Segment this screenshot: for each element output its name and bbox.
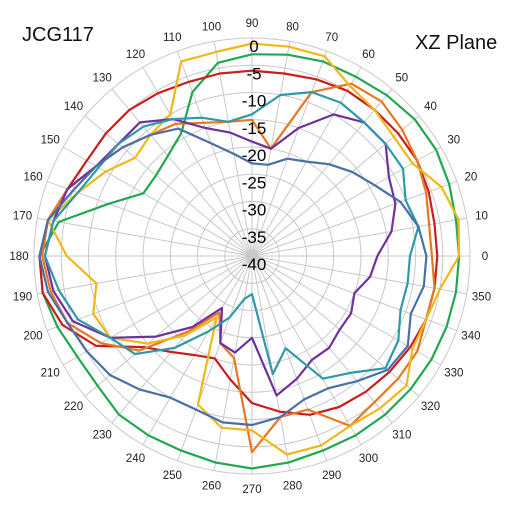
radial-tick-labels: 0 -5 -10 -15 -20 -25 -30 -35 -40 <box>242 37 267 274</box>
grid-spoke <box>176 50 253 257</box>
angle-tick-label: 240 <box>126 453 145 465</box>
angle-tick-label: 270 <box>242 484 261 496</box>
angle-tick-label: 40 <box>424 101 437 113</box>
angle-tick-label: 30 <box>447 135 460 147</box>
radial-tick-label: -30 <box>242 201 267 220</box>
angle-tick-label: 220 <box>64 401 83 413</box>
angle-tick-label: 280 <box>283 481 302 493</box>
grid-spoke <box>46 255 253 332</box>
angle-tick-label: 20 <box>465 171 478 183</box>
chart-subtitle: XZ Plane <box>415 32 498 54</box>
grid-spoke <box>142 255 253 446</box>
grid-spoke <box>46 180 253 257</box>
series-line-6 <box>43 90 420 380</box>
chart-title: JCG117 <box>22 24 94 46</box>
angle-tick-label: 140 <box>64 101 83 113</box>
radial-tick-label: -40 <box>242 255 267 274</box>
grid-spoke <box>251 255 362 446</box>
grid-spoke <box>84 115 253 257</box>
grid-spoke <box>213 255 253 471</box>
grid-spoke <box>37 217 253 257</box>
series-line-7 <box>38 127 428 427</box>
angle-tick-label: 310 <box>392 430 411 442</box>
grid-spoke <box>37 255 253 295</box>
grid-spoke <box>251 255 393 424</box>
angle-tick-label: 260 <box>202 481 221 493</box>
grid-spoke <box>111 88 253 257</box>
angle-tick-label: 150 <box>41 135 60 147</box>
angle-tick-label: 0 <box>482 251 488 263</box>
grid-spoke <box>251 115 420 257</box>
radial-tick-label: -25 <box>242 173 267 192</box>
radial-tick-label: -10 <box>242 92 267 111</box>
angle-tick-label: 120 <box>126 49 145 61</box>
grid-spoke <box>62 146 253 257</box>
angle-tick-label: 160 <box>24 171 43 183</box>
angle-tick-label: 100 <box>202 22 221 34</box>
angle-tick-label: 170 <box>13 211 32 223</box>
angle-tick-label: 200 <box>24 331 43 343</box>
angle-tick-label: 180 <box>9 251 28 263</box>
grid-spoke <box>111 255 253 424</box>
angle-tick-label: 130 <box>93 73 112 85</box>
grid-spoke <box>251 255 467 295</box>
series-line-5 <box>43 113 397 397</box>
angle-tick-label: 10 <box>475 211 488 223</box>
angle-tick-label: 340 <box>461 331 480 343</box>
grid-spoke <box>251 146 442 257</box>
grid-spoke <box>251 217 467 257</box>
angle-tick-label: 190 <box>13 292 32 304</box>
radial-tick-label: -15 <box>242 119 267 138</box>
series-line-4 <box>46 42 461 456</box>
grid-spoke <box>251 88 393 257</box>
grid-spoke <box>251 50 328 257</box>
radial-tick-label: -20 <box>242 146 267 165</box>
angle-tick-label: 70 <box>325 32 338 44</box>
grid-spoke <box>62 255 253 366</box>
angle-tick-label: 60 <box>362 49 375 61</box>
angle-tick-label: 250 <box>163 470 182 482</box>
grid-spoke <box>251 180 458 257</box>
angle-tick-label: 110 <box>163 32 181 44</box>
angle-tick-label: 350 <box>472 292 491 304</box>
angle-tick-label: 210 <box>41 368 60 380</box>
angle-tick-labels: 0 10 20 30 40 50 60 70 80 90 100 110 120 130 140 150 160… <box>9 18 491 496</box>
angle-tick-label: 80 <box>286 22 299 34</box>
radial-tick-label: -35 <box>242 228 267 247</box>
grid-spoke <box>251 255 328 462</box>
grid-spoke <box>84 255 253 397</box>
angle-tick-label: 290 <box>322 470 341 482</box>
grid-spoke <box>251 255 420 397</box>
angle-tick-label: 50 <box>395 73 408 85</box>
angle-tick-label: 300 <box>359 453 378 465</box>
grid-spoke <box>142 66 253 257</box>
angle-tick-label: 230 <box>93 430 112 442</box>
radial-tick-label: -5 <box>246 64 261 83</box>
angle-tick-label: 90 <box>246 18 259 30</box>
angle-tick-label: 320 <box>421 401 440 413</box>
series-group <box>38 42 461 470</box>
radial-tick-label: 0 <box>249 37 258 56</box>
grid-spoke <box>213 41 253 257</box>
angle-tick-label: 330 <box>444 368 463 380</box>
